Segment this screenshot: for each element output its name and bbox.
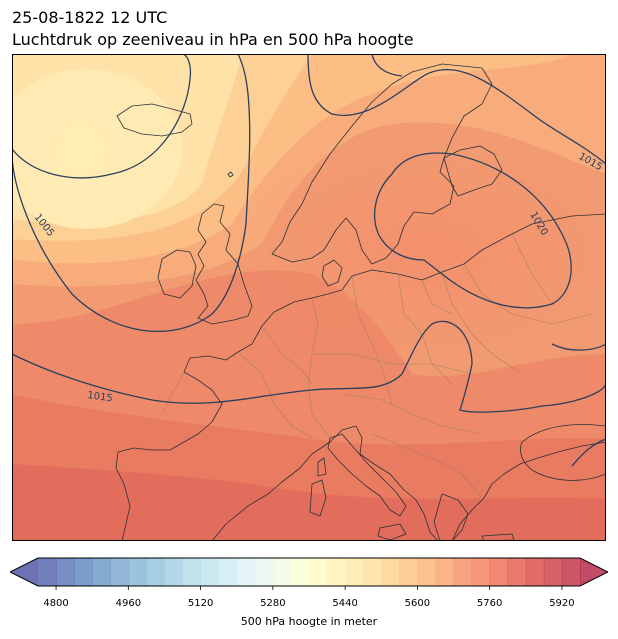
isobars [12,54,606,467]
colorbar-cell [309,558,328,586]
colorbar-cell [146,558,165,586]
isobar-1015-east-b [551,343,606,351]
colorbar-cell [345,558,364,586]
colorbar-cell [218,558,238,586]
colorbar-cell [399,558,418,586]
colorbar-cell [182,558,201,586]
iceland-coast [116,103,193,137]
colorbar-cell [489,558,509,586]
sardinia-coast [309,479,327,517]
coastlines [115,63,606,541]
colorbar-cell [38,558,57,586]
colorbar-tick-label: 5440 [332,598,358,609]
colorbar-cell [453,558,472,586]
scandinavia-coast [271,63,493,265]
colorbar-label: 500 hPa hoogte in meter [240,615,378,628]
colorbar-cell [525,558,545,586]
ireland-coast [157,249,197,299]
colorbar-cell [56,558,75,586]
height-band [32,94,132,204]
country-borders [161,233,593,499]
colorbar-tick-label: 5120 [187,598,214,609]
colorbar-cell [471,558,491,586]
colorbar-extend-low [10,558,38,586]
isobar-1020 [373,152,572,309]
isobar-1015-south [12,320,606,413]
colorbar-cell [74,558,93,586]
colorbar-cell [561,558,581,586]
colorbar-cell [290,558,310,586]
colorbar-cell [272,558,292,586]
isobar-1015-north-b [371,54,403,77]
colorbar-cell [128,558,147,586]
colorbar-tick-label: 5280 [260,598,286,609]
colorbar-tick-label: 5760 [476,598,503,609]
britain-coast [195,203,253,325]
corsica-coast [317,457,327,477]
isobar-1005-outer [12,54,251,333]
colorbar-cell [236,558,256,586]
colorbar-cell [200,558,220,586]
map-title: Luchtdruk op zeeniveau in hPa en 500 hPa… [12,30,414,49]
blacksea-coast [520,424,606,481]
colorbar-cell [254,558,274,586]
faroe-coast [227,171,234,178]
colorbar-tick-label: 4800 [43,598,69,609]
colorbar-cell [507,558,527,586]
colorbar-cell [164,558,183,586]
colorbar-cell [435,558,454,586]
colorbar-cell [381,558,400,586]
colorbar-cell [363,558,382,586]
colorbar-tick-label: 5920 [549,598,575,609]
colorbar-cell [92,558,111,586]
isobar-1005 [12,54,192,179]
isobar-1015-east [571,438,606,467]
colorbar-cell [543,558,563,586]
colorbar-cell [110,558,129,586]
colorbar-tick-label: 5600 [404,598,431,609]
continent-coast [115,213,606,541]
colorbar-cell [417,558,436,586]
isobar-label: 1015 [87,390,114,404]
weather-map: 1005 1015 1015 1020 [12,54,606,541]
colorbar [8,557,610,591]
colorbar-extend-high [580,558,608,586]
colorbar-cell [327,558,346,586]
finland-coast [443,145,503,197]
map-datetime: 25-08-1822 12 UTC [12,8,168,27]
italy-coast [327,433,407,517]
colorbar-tick-label: 4960 [115,598,142,609]
map-frame [12,54,606,541]
denmark-coast [321,259,343,287]
isobar-1015-north [307,54,606,165]
sicily-coast [377,523,407,541]
greece-coast [433,493,469,541]
